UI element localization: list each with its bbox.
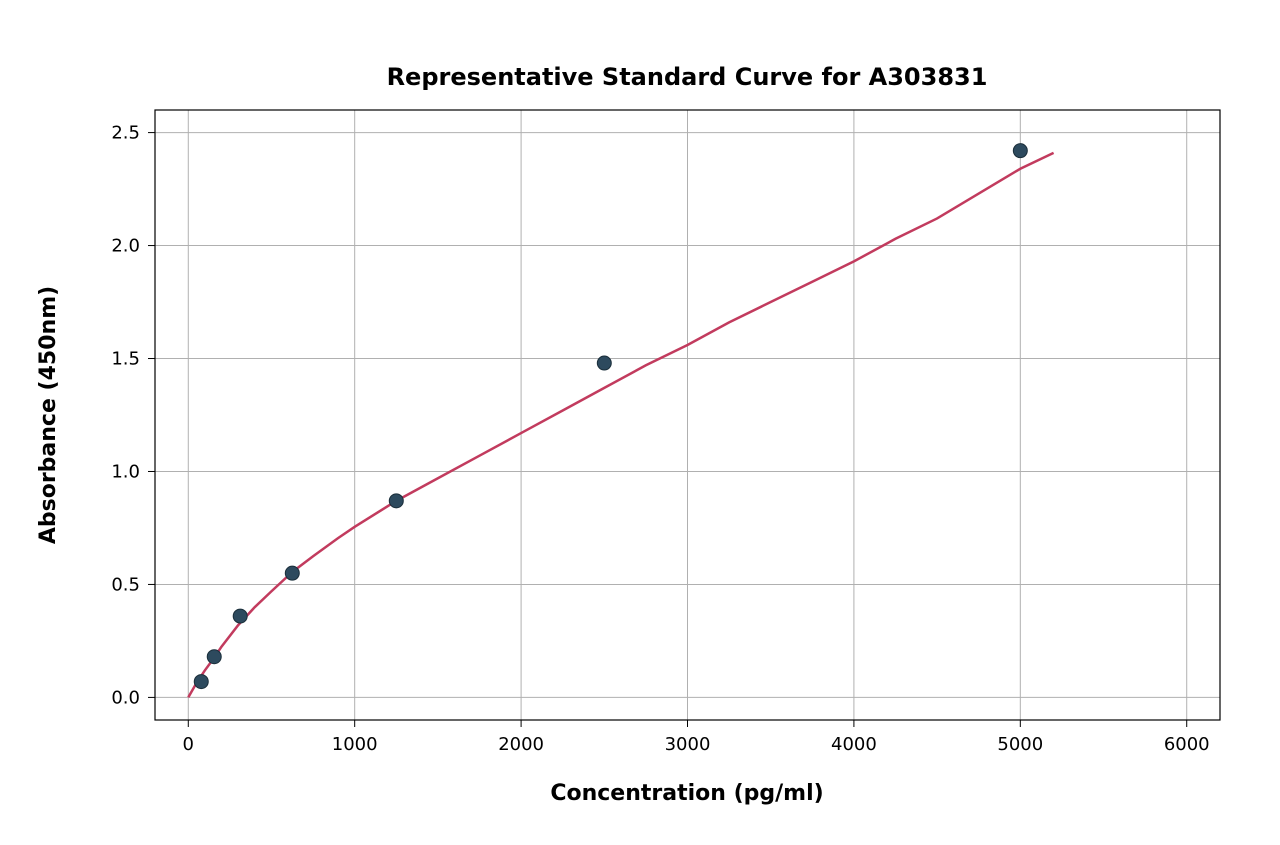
x-tick-label: 3000 bbox=[665, 734, 711, 755]
x-tick-label: 2000 bbox=[498, 734, 544, 755]
chart-svg: Representative Standard Curve for A30383… bbox=[0, 0, 1280, 845]
x-tick-labels: 0 1000 2000 3000 4000 5000 6000 bbox=[183, 734, 1210, 755]
x-tick-label: 5000 bbox=[997, 734, 1043, 755]
y-tick-label: 2.5 bbox=[111, 123, 140, 144]
data-point bbox=[389, 494, 403, 508]
data-point bbox=[597, 356, 611, 370]
data-point bbox=[233, 609, 247, 623]
chart-title: Representative Standard Curve for A30383… bbox=[387, 63, 988, 91]
y-axis-label: Absorbance (450nm) bbox=[36, 286, 61, 544]
chart-container: Representative Standard Curve for A30383… bbox=[0, 0, 1280, 845]
data-point bbox=[285, 566, 299, 580]
data-point bbox=[194, 675, 208, 689]
y-tick-label: 2.0 bbox=[111, 236, 140, 257]
scatter-points bbox=[194, 144, 1027, 689]
y-tick-label: 1.5 bbox=[111, 349, 140, 370]
x-tick-label: 4000 bbox=[831, 734, 877, 755]
x-tick-label: 0 bbox=[183, 734, 194, 755]
y-tick-label: 1.0 bbox=[111, 461, 140, 482]
x-tick-label: 6000 bbox=[1164, 734, 1210, 755]
y-tick-label: 0.0 bbox=[111, 687, 140, 708]
data-point bbox=[207, 650, 221, 664]
x-axis-label: Concentration (pg/ml) bbox=[550, 781, 823, 806]
x-tick-label: 1000 bbox=[332, 734, 378, 755]
y-tick-label: 0.5 bbox=[111, 574, 140, 595]
data-point bbox=[1013, 144, 1027, 158]
tick-marks bbox=[148, 133, 1187, 727]
y-tick-labels: 0.0 0.5 1.0 1.5 2.0 2.5 bbox=[111, 123, 140, 709]
grid-lines bbox=[155, 110, 1220, 720]
standard-curve-line bbox=[188, 153, 1053, 697]
